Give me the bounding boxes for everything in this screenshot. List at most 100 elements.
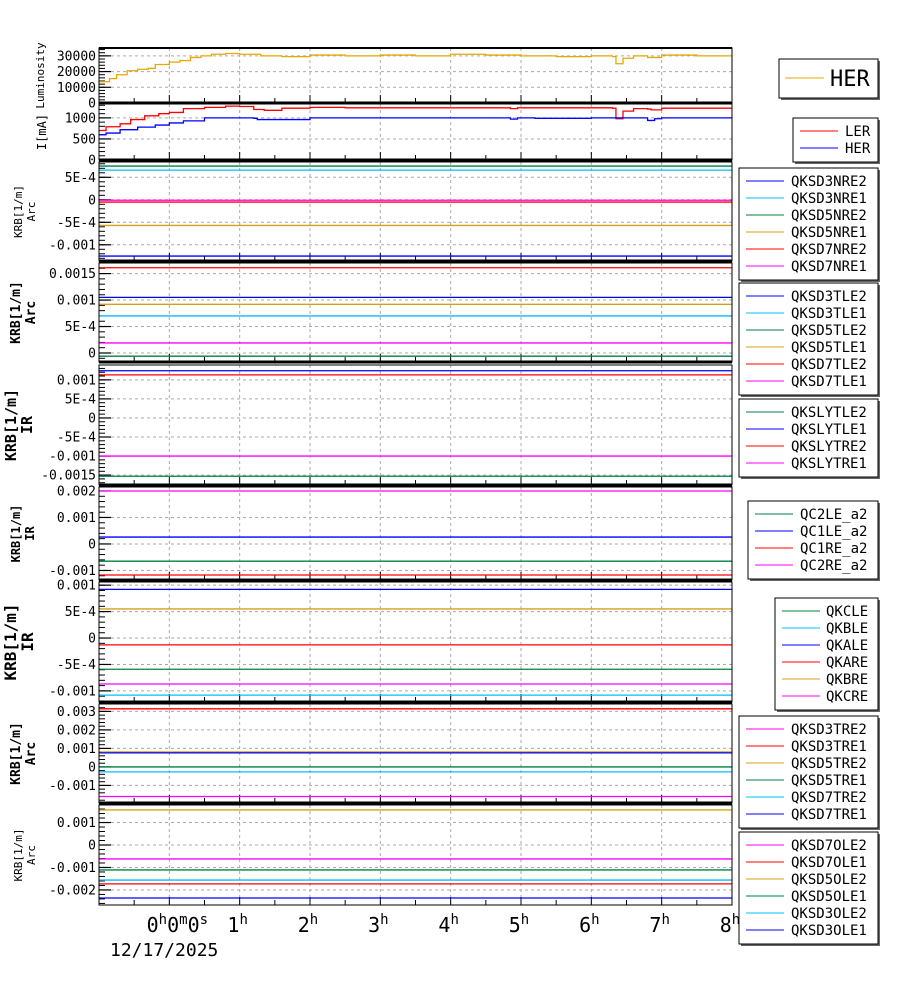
legend-9: QKSD7OLE2QKSD7OLE1QKSD5OLE2QKSD5OLE1QKSD… [738, 831, 880, 946]
y-axis-label: I[mA] [35, 114, 49, 150]
legend-label: QKSD3OLE1 [791, 923, 867, 939]
legend-label: QKSD7NRE2 [791, 242, 867, 258]
x-tick-label: 8h [720, 912, 740, 937]
y-tick-label: -0.001 [49, 684, 96, 699]
legend-label: QKSD7OLE2 [791, 838, 867, 854]
legend-label: QKALE [826, 638, 868, 654]
y-axis-label: KRB[1/m] [1, 603, 20, 680]
y-tick-label: 0 [88, 760, 96, 775]
series-line-ler [99, 105, 732, 132]
legend-label: QKSLYTLE1 [791, 422, 867, 438]
legend-item: QKSD3TRE1 [746, 739, 867, 755]
y-axis-label: Arc [24, 301, 39, 324]
legend-label: QKSD7TRE1 [791, 807, 867, 823]
y-tick-label: 0.001 [57, 742, 96, 757]
legend-item: QKSD3OLE1 [746, 923, 867, 939]
legend-item: QKSD3OLE2 [746, 906, 867, 922]
x-tick-number: 1 [227, 913, 239, 937]
y-axis-label: Arc [25, 202, 38, 222]
y-axis-label: KRB[1/m] [2, 389, 20, 461]
legend-item: QKSD7OLE2 [746, 838, 867, 854]
legend-label: QKSD5NRE2 [791, 208, 867, 224]
y-tick-label: 0 [88, 839, 96, 854]
legend-label: QC1LE_a2 [800, 524, 867, 540]
legend-item: HER [800, 141, 871, 157]
legend-item: QKSD3TLE2 [746, 289, 867, 305]
y-tick-label: 500 [73, 132, 96, 147]
legend-8: QKSD3TRE2QKSD3TRE1QKSD5TRE2QKSD5TRE1QKSD… [738, 715, 880, 830]
legend-item: QKCLE [782, 604, 868, 620]
legend-label: QKSD5OLE2 [791, 872, 867, 888]
x-tick-label: 0h0m0s [147, 912, 208, 937]
legend-item: QKBLE [782, 621, 868, 637]
y-tick-label: -0.001 [49, 450, 96, 465]
y-axis-label: Arc [25, 845, 38, 865]
x-tick-unit: s [200, 912, 208, 928]
legend-item: QC1RE_a2 [755, 541, 867, 557]
y-tick-label: 0.001 [57, 373, 96, 388]
y-axis-label: KRB[1/m] [9, 722, 24, 785]
y-tick-label: -0.001 [49, 238, 96, 253]
panel-frame [98, 486, 733, 581]
legend-label: QKARE [826, 655, 868, 671]
legend-item: QKSD5TRE1 [746, 773, 867, 789]
legend-label: QKSD7TLE2 [791, 357, 867, 373]
y-tick-label: 1000 [65, 111, 96, 126]
legend-label: QC2LE_a2 [800, 507, 867, 523]
legend-item: QC2LE_a2 [755, 507, 867, 523]
x-tick-unit: m [179, 912, 187, 928]
y-tick-label: 0 [88, 632, 96, 647]
y-tick-label: 0.002 [57, 723, 96, 738]
x-tick-unit: h [239, 912, 247, 928]
y-tick-label: 10000 [57, 81, 96, 96]
legend-box [738, 282, 879, 396]
x-tick-number: 3 [368, 913, 380, 937]
legend-label: QKCLE [826, 604, 868, 620]
legend-item: QKSD5OLE1 [746, 889, 867, 905]
y-axis-label: Arc [24, 742, 39, 765]
legend-item: QKSD7NRE2 [746, 242, 867, 258]
x-tick-unit: h [380, 912, 388, 928]
panel-frame [98, 161, 733, 262]
legend-item: QKSD5OLE2 [746, 872, 867, 888]
y-axis-label: IR [23, 526, 37, 541]
legend-3: QKSD3NRE2QKSD3NRE1QKSD5NRE2QKSD5NRE1QKSD… [738, 167, 880, 282]
y-tick-label: -0.001 [49, 779, 96, 794]
legend-box [738, 715, 879, 829]
y-tick-label: 0 [88, 537, 96, 552]
legend-item: QKSLYTRE1 [746, 456, 867, 472]
y-axis-label: KRB[1/m] [12, 829, 25, 882]
legend-item: HER [785, 67, 870, 92]
legend-item: QKSD7TLE1 [746, 374, 867, 390]
panel-8: -0.001 0 0.001 0.002 0.003 KRB[1/m] Arc QKSD3TR… [9, 703, 880, 830]
legend-label: QKSD5TRE2 [791, 756, 867, 772]
legend-label: QKSD7TRE2 [791, 790, 867, 806]
y-tick-label: 0.001 [57, 294, 96, 309]
x-tick-number: 6 [579, 913, 591, 937]
y-tick-label: 0 [88, 347, 96, 362]
x-tick-number: 7 [649, 913, 661, 937]
y-tick-label: 0.003 [57, 705, 96, 720]
legend-box [792, 117, 879, 163]
legend-item: QKBRE [782, 672, 868, 688]
x-tick-unit: h [661, 912, 669, 928]
legend-label: QKSD5TLE2 [791, 323, 867, 339]
y-tick-label: 0.0015 [49, 267, 96, 282]
y-tick-label: -0.001 [49, 564, 96, 579]
x-tick-label: 6h [579, 912, 599, 937]
y-tick-label: -0.0015 [41, 469, 96, 484]
panel-5: -0.0015 -0.001 -5E-4 0 5E-4 0.001 KRB[1/m]IR QK… [2, 364, 880, 487]
series-line-her [99, 117, 732, 136]
legend-label: LER [845, 124, 871, 140]
y-tick-label: 0 [88, 97, 96, 112]
y-tick-label: 0 [88, 154, 96, 169]
legend-label: HER [830, 67, 870, 92]
y-axis-label: KRB[1/m] [12, 185, 25, 238]
x-tick-number: 0 [188, 913, 200, 937]
y-tick-label: 30000 [57, 49, 96, 64]
